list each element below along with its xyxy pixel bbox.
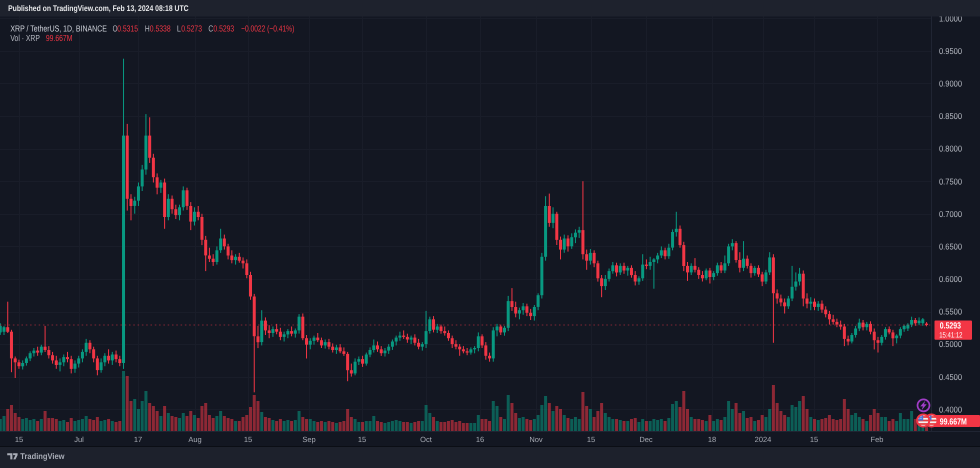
svg-text:H: H xyxy=(145,23,150,33)
svg-text:Nov: Nov xyxy=(529,435,543,444)
svg-text:15: 15 xyxy=(15,435,23,444)
svg-text:0.7000: 0.7000 xyxy=(939,209,962,219)
svg-text:0.5000: 0.5000 xyxy=(939,339,962,349)
svg-text:0.5293: 0.5293 xyxy=(213,23,234,33)
svg-text:0.5293: 0.5293 xyxy=(940,321,961,331)
svg-text:18: 18 xyxy=(708,435,716,444)
svg-text:0.5500: 0.5500 xyxy=(939,307,962,317)
svg-text:Vol · XRP: Vol · XRP xyxy=(10,33,40,43)
svg-text:0.8000: 0.8000 xyxy=(939,144,962,154)
svg-text:1.0000: 1.0000 xyxy=(939,13,962,23)
svg-text:TradingView: TradingView xyxy=(20,451,65,461)
svg-text:Feb: Feb xyxy=(871,435,884,444)
svg-text:15: 15 xyxy=(587,435,595,444)
svg-text:15: 15 xyxy=(244,435,252,444)
svg-text:15: 15 xyxy=(810,435,818,444)
svg-text:Jul: Jul xyxy=(74,435,84,444)
svg-text:0.7500: 0.7500 xyxy=(939,176,962,186)
svg-text:0.9000: 0.9000 xyxy=(939,79,962,89)
svg-text:Aug: Aug xyxy=(188,435,201,444)
svg-text:Sep: Sep xyxy=(302,435,315,444)
svg-text:99.667M: 99.667M xyxy=(940,417,967,427)
svg-text:0.5338: 0.5338 xyxy=(150,23,171,33)
svg-text:16: 16 xyxy=(476,435,484,444)
svg-text:C: C xyxy=(208,23,213,33)
svg-text:0.4500: 0.4500 xyxy=(939,372,962,382)
svg-text:0.6000: 0.6000 xyxy=(939,274,962,284)
svg-text:Dec: Dec xyxy=(639,435,653,444)
svg-text:0.4000: 0.4000 xyxy=(939,404,962,414)
svg-text:15: 15 xyxy=(358,435,366,444)
svg-text:2024: 2024 xyxy=(755,435,772,444)
svg-text:L: L xyxy=(177,23,181,33)
svg-text:17: 17 xyxy=(134,435,142,444)
svg-text:Oct: Oct xyxy=(420,435,433,444)
svg-text:O: O xyxy=(113,23,118,33)
svg-text:−0.0022 (−0.41%): −0.0022 (−0.41%) xyxy=(241,23,294,33)
svg-text:XRP / TetherUS, 1D, BINANCE: XRP / TetherUS, 1D, BINANCE xyxy=(10,23,107,33)
svg-text:0.8500: 0.8500 xyxy=(939,111,962,121)
svg-text:0.9500: 0.9500 xyxy=(939,46,962,56)
svg-text:0.6500: 0.6500 xyxy=(939,242,962,252)
svg-text:0.5273: 0.5273 xyxy=(181,23,202,33)
svg-text:99.667M: 99.667M xyxy=(46,33,73,43)
svg-text:Published on TradingView.com,: Published on TradingView.com, Feb 13, 20… xyxy=(8,4,189,13)
svg-text:0.5315: 0.5315 xyxy=(117,23,138,33)
svg-text:15:41:12: 15:41:12 xyxy=(939,330,962,339)
